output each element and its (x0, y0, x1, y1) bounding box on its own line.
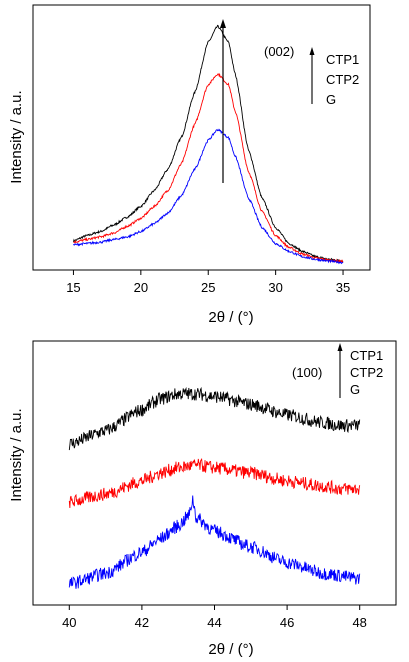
x-tick-label: 25 (201, 280, 215, 295)
x-tick-label: 20 (134, 280, 148, 295)
series-line-g (68, 495, 361, 589)
series-group-bottom (68, 386, 361, 589)
series-line-ctp2 (68, 458, 361, 508)
peak-annotation-bottom: (100) (292, 365, 322, 380)
legend-arrowhead-top (309, 47, 315, 55)
series-line-ctp1 (68, 386, 361, 451)
y-axis-label-bottom: Intensity / a.u. (8, 408, 25, 501)
x-ticks-bottom: 40 42 44 46 48 (62, 605, 367, 630)
legend-entry-top-ctp2: CTP2 (326, 72, 359, 87)
x-tick-label: 46 (280, 615, 294, 630)
x-axis-label-top-text: 2θ / (°) (208, 309, 253, 326)
chart-top: 15 20 25 30 35 2θ / (°) Intensity / a.u. (00… (8, 4, 371, 326)
series-line-g (73, 128, 344, 265)
legend-entry-bottom-ctp1: CTP1 (350, 348, 383, 363)
x-ticks-top: 15 20 25 30 35 (66, 270, 350, 295)
legend-entry-bottom-g: G (350, 382, 360, 397)
x-tick-label: 30 (268, 280, 282, 295)
series-group-top (73, 24, 344, 265)
chart-bottom: 40 42 44 46 48 2θ / (°) Intensity / a.u. (10… (8, 340, 397, 658)
x-tick-label: 42 (135, 615, 149, 630)
series-line-ctp2 (73, 72, 344, 263)
legend-entry-top-g: G (326, 92, 336, 107)
peak-arrowhead-top (220, 19, 226, 28)
legend-arrowhead-bottom (337, 343, 343, 351)
plot-frame-bottom (32, 340, 397, 606)
x-tick-label: 48 (352, 615, 366, 630)
legend-entry-bottom-ctp2: CTP2 (350, 365, 383, 380)
x-axis-label-bottom: 2θ / (°) (208, 641, 253, 658)
x-tick-label: 44 (207, 615, 221, 630)
series-line-ctp1 (73, 24, 344, 263)
y-axis-label-top: Intensity / a.u. (8, 90, 25, 183)
plot-frame-top (32, 4, 371, 271)
x-axis-label-bottom-text: 2θ / (°) (208, 641, 253, 658)
x-axis-label-top: 2θ / (°) (208, 309, 253, 326)
x-tick-label: 15 (66, 280, 80, 295)
legend-entry-top-ctp1: CTP1 (326, 52, 359, 67)
peak-annotation-top: (002) (264, 44, 294, 59)
x-tick-label: 40 (62, 615, 76, 630)
x-tick-label: 35 (336, 280, 350, 295)
